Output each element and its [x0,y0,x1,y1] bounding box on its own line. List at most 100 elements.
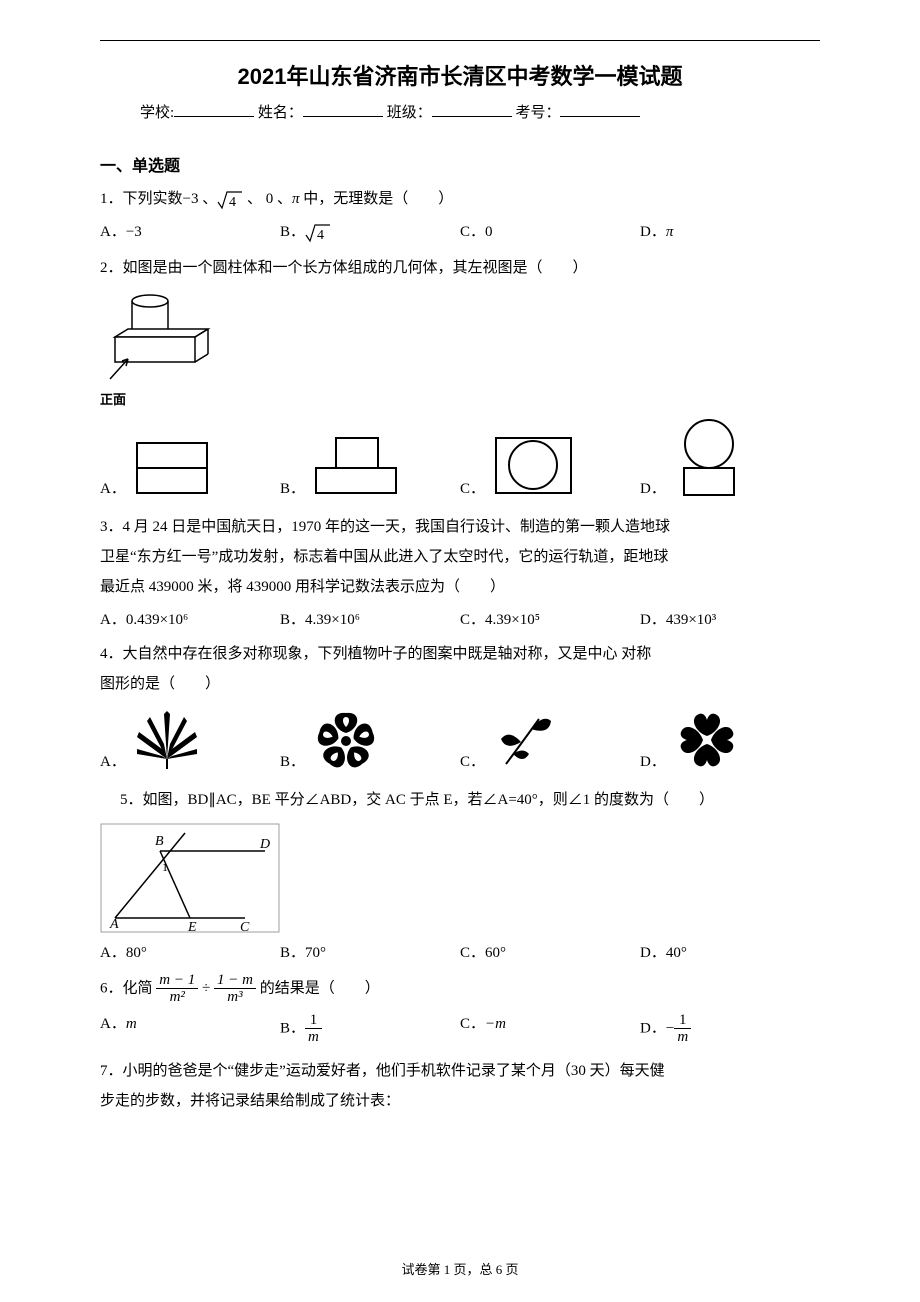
q6-post: 的结果是（ ） [256,980,380,996]
cylinder-cuboid-icon [100,289,220,389]
name-label: 姓名： [258,105,303,121]
svg-text:A: A [109,917,119,932]
q6-opt-c: C．−m [460,1012,640,1046]
svg-text:4: 4 [317,228,324,243]
q6-den2: m³ [214,989,256,1006]
q6-opt-a: A．m [100,1012,280,1046]
q2-opt-d: D． [640,418,820,498]
exam-title: 2021年山东省济南市长清区中考数学一模试题 [100,59,820,91]
q1-d-pre: D． [640,224,666,240]
q6-c-label: C． [460,1016,485,1032]
q3-opt-b: B．4.39×10⁶ [280,608,460,629]
q1-pi: π [292,191,300,207]
q5-options: A．80° B．70° C．60° D．40° [100,941,820,962]
q3-opt-d: D．439×10³ [640,608,820,629]
q2-d-label: D． [640,477,666,498]
class-label: 班级： [387,105,432,121]
question-2: 2．如图是由一个圆柱体和一个长方体组成的几何体，其左视图是（ ） [100,253,820,283]
q4-opt-b: B． [280,709,460,771]
q2-b-label: B． [280,477,305,498]
q1-mid2: 中，无理数是（ ） [300,191,454,207]
q2-options: A． B． C． D． [100,418,820,498]
q2-optC-icon [491,433,576,498]
q1-opt-d: D．π [640,220,820,243]
q6-pre: 6．化简 [100,980,156,996]
q3-opt-a: A．0.439×10⁶ [100,608,280,629]
q1-b-pre: B． [280,224,305,240]
q3-line2: 卫星“东方红一号”成功发射，标志着中国从此进入了太空时代，它的运行轨道，距地球 [100,542,820,572]
q6-d-num: 1 [674,1012,691,1030]
flower-5petal-icon [311,709,381,771]
q6-frac1: m − 1m² [156,972,198,1006]
q2-optA-icon [132,438,212,498]
header-rule [100,40,820,41]
question-1: 1．下列实数−3 、4 、 0 、π 中，无理数是（ ） [100,184,820,214]
sqrt4-icon: 4 [305,223,331,243]
q5-opt-d: D．40° [640,941,820,962]
question-7: 7．小明的爸爸是个“健步走”运动爱好者，他们手机软件记录了某个月（30 天）每天… [100,1056,820,1116]
student-info-line: 学校: 姓名： 班级： 考号： [100,101,820,122]
q1-opt-a: A．−3 [100,220,280,243]
q2-optB-icon [311,433,401,498]
q7-line2: 步走的步数，并将记录结果给制成了统计表： [100,1086,820,1116]
school-label: 学校: [140,105,174,121]
q6-opt-d: D．−1m [640,1012,820,1046]
svg-text:B: B [155,834,164,849]
q4-options: A． B． [100,709,820,771]
q4-line2: 图形的是（ ） [100,669,820,699]
exam-page: 2021年山东省济南市长清区中考数学一模试题 学校: 姓名： 班级： 考号： 一… [0,0,920,1302]
q1-opt-b: B． 4 [280,220,460,243]
q6-b-label: B． [280,1020,305,1036]
q7-line1: 7．小明的爸爸是个“健步走”运动爱好者，他们手机软件记录了某个月（30 天）每天… [100,1056,820,1086]
q5-opt-a: A．80° [100,941,280,962]
q3-line3: 最近点 439000 米，将 439000 用科学记数法表示应为（ ） [100,572,820,602]
q6-options: A．m B．1m C．−m D．−1m [100,1012,820,1046]
q3-line1: 3．4 月 24 日是中国航天日，1970 年的这一天，我国自行设计、制造的第一… [100,512,820,542]
q6-d-den: m [674,1029,691,1046]
q3-options: A．0.439×10⁶ B．4.39×10⁶ C．4.39×10⁵ D．439×… [100,608,820,629]
clover-4leaf-icon [672,709,742,771]
q2-opt-c: C． [460,433,640,498]
q1-options: A．−3 B．4 C．0 D．π [100,220,820,243]
q6-div: ÷ [198,980,214,996]
q6-b-den: m [305,1029,322,1046]
q3-opt-c: C．4.39×10⁵ [460,608,640,629]
examno-label: 考号： [515,105,560,121]
q2-opt-a: A． [100,438,280,498]
leaf-branch-icon [491,709,561,771]
q2-front-label: 正面 [100,389,820,408]
q1-pre: 1．下列实数−3 、 [100,191,217,207]
geometry-diagram-icon: A B D E C 1 [100,823,280,933]
class-blank [432,103,512,117]
q6-den1: m² [156,989,198,1006]
svg-text:1: 1 [162,860,168,874]
q4-c-label: C． [460,750,485,771]
svg-text:D: D [259,837,270,852]
q6-opt-b: B．1m [280,1012,460,1046]
q6-c-val: −m [485,1016,506,1032]
q5-opt-b: B．70° [280,941,460,962]
question-6: 6．化简 m − 1m² ÷ 1 − mm³ 的结果是（ ） [100,972,820,1006]
q4-d-label: D． [640,750,666,771]
q4-opt-c: C． [460,709,640,771]
q6-a-val: m [126,1016,137,1032]
q6-b-frac: 1m [305,1012,322,1046]
q2-figure: 正面 [100,289,820,408]
sqrt4-icon: 4 [217,191,243,207]
q4-opt-d: D． [640,709,820,771]
q2-optD-icon [672,418,747,498]
q5-opt-c: C．60° [460,941,640,962]
q6-d-neg: − [666,1020,674,1036]
q5-figure: A B D E C 1 [100,823,820,933]
section-1-header: 一、单选题 [100,152,820,176]
q4-opt-a: A． [100,709,280,771]
page-footer: 试卷第 1 页，总 6 页 [0,1259,920,1278]
question-5: 5．如图，BD∥AC，BE 平分∠ABD，交 AC 于点 E，若∠A=40°，则… [120,785,820,815]
svg-text:C: C [240,920,250,933]
q6-b-num: 1 [305,1012,322,1030]
name-blank [303,103,383,117]
q6-d-label: D． [640,1020,666,1036]
q6-num2: 1 − m [214,972,256,990]
q2-a-label: A． [100,477,126,498]
q1-d-val: π [666,224,674,240]
